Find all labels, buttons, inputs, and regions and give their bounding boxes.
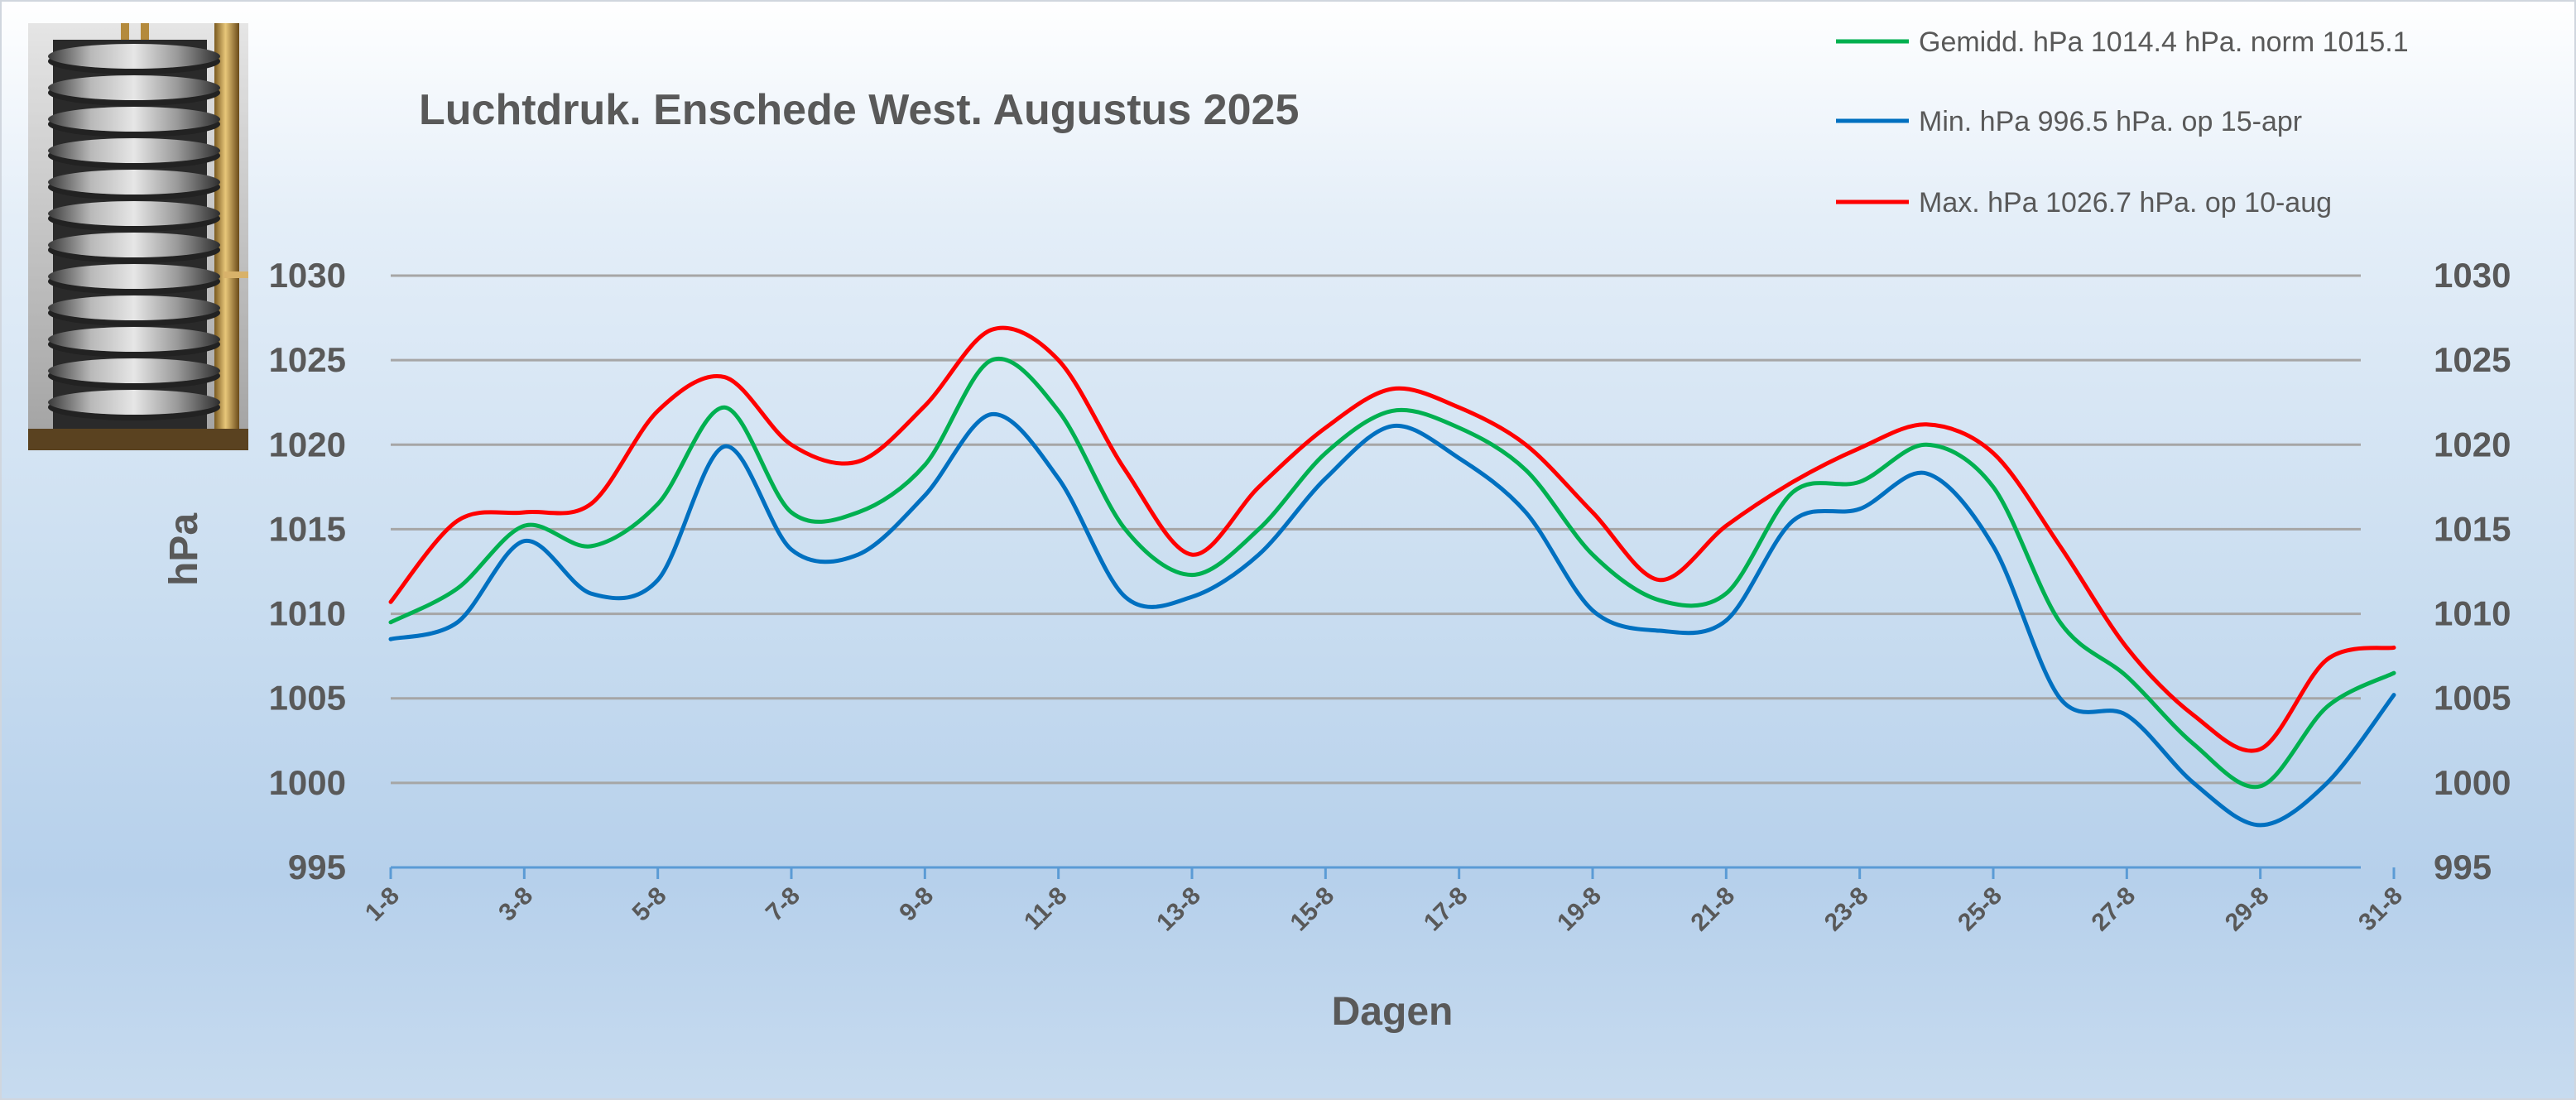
x-axis: 1-8 3-8 5-8 7-8 9-8 11-8 13-8 15-8 17-8 19-8 21-8 2…: [360, 866, 2408, 937]
x-tick-label: 7-8: [761, 882, 805, 927]
y-tick-right: 1020: [2434, 425, 2511, 464]
y-tick-right: 1025: [2434, 340, 2511, 379]
x-tick-label: 23-8: [1819, 882, 1874, 937]
x-tick-label: 5-8: [627, 882, 672, 927]
series-lines: [388, 325, 2396, 828]
y-tick-left: 1015: [269, 509, 346, 548]
y-tick-left: 1000: [269, 763, 346, 802]
y-tick-left: 1005: [269, 679, 346, 718]
x-tick-label: 27-8: [2086, 882, 2141, 937]
x-axis-title: Dagen: [1332, 990, 1454, 1034]
y-tick-right: 995: [2434, 848, 2492, 886]
legend-label: Gemidd. hPa 1014.4 hPa. norm 1015.1: [1919, 26, 2409, 58]
y-tick-left: 1030: [269, 256, 346, 295]
series-line-3: [388, 325, 2396, 753]
legend-label: Min. hPa 996.5 hPa. op 15-apr: [1919, 106, 2302, 137]
series-line-2: [388, 411, 2396, 828]
x-tick-label: 29-8: [2220, 882, 2275, 937]
grid-lines: [391, 274, 2361, 785]
y-axis-right: 1030 1025 1020 1015 1010 1005 1000 995: [2434, 256, 2511, 886]
x-tick-label: 21-8: [1685, 882, 1740, 937]
x-tick-label: 19-8: [1552, 882, 1607, 937]
x-tick-label: 1-8: [360, 882, 405, 927]
legend-label: Max. hPa 1026.7 hPa. op 10-aug: [1919, 187, 2332, 219]
y-tick-left: 995: [288, 848, 346, 886]
y-tick-right: 1005: [2434, 679, 2511, 718]
x-tick-label: 17-8: [1419, 882, 1473, 937]
chart-title: Luchtdruk. Enschede West. Augustus 2025: [419, 86, 1299, 134]
y-tick-right: 1030: [2434, 256, 2511, 295]
x-tick-label: 9-8: [894, 882, 939, 927]
x-tick-label: 31-8: [2353, 882, 2408, 937]
y-tick-left: 1025: [269, 340, 346, 379]
x-tick-label: 3-8: [493, 882, 538, 927]
y-tick-right: 1000: [2434, 763, 2511, 802]
legend: Gemidd. hPa 1014.4 hPa. norm 1015.1 Min. …: [1836, 26, 2409, 219]
x-tick-label: 13-8: [1151, 882, 1206, 937]
x-tick-label: 11-8: [1019, 882, 1073, 936]
y-axis-left: 1030 1025 1020 1015 1010 1005 1000 995: [269, 256, 346, 886]
y-tick-left: 1010: [269, 594, 346, 633]
y-axis-title: hPa: [162, 513, 206, 586]
y-tick-right: 1015: [2434, 509, 2511, 548]
series-line-1: [388, 356, 2396, 790]
x-tick-label: 25-8: [1953, 882, 2007, 937]
barometer-photo: [28, 23, 248, 450]
x-tick-label: 15-8: [1285, 882, 1339, 937]
y-tick-left: 1020: [269, 425, 346, 464]
y-tick-right: 1010: [2434, 594, 2511, 633]
